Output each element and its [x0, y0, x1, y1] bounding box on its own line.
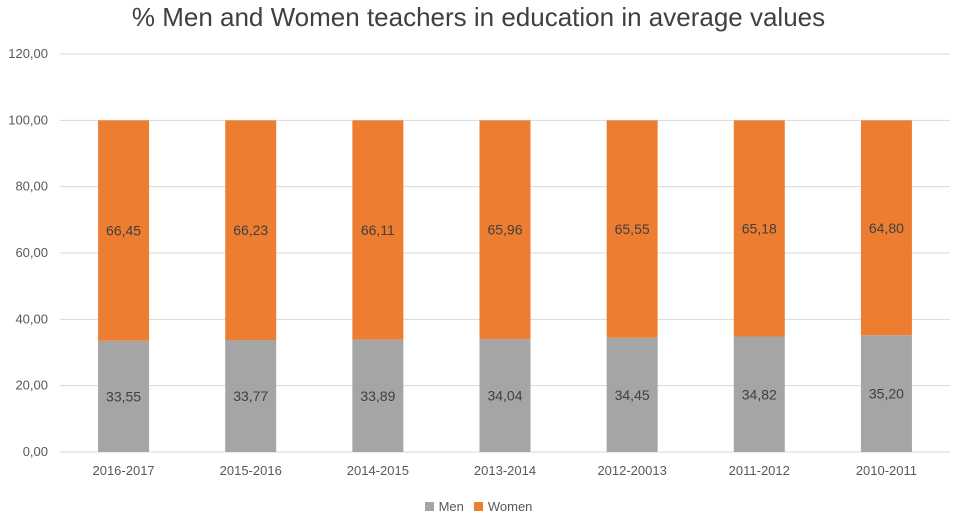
y-tick-label: 0,00	[23, 444, 48, 459]
bar-women	[352, 120, 404, 340]
legend: Men Women	[0, 497, 957, 515]
bar-women	[225, 120, 277, 340]
data-label-women: 66,11	[361, 222, 395, 238]
data-labels: 33,55 66,45 33,77 66,23 33,89 66,11 34,04 65,96…	[106, 220, 904, 405]
bar-men	[606, 337, 658, 452]
y-tick-label: 20,00	[15, 378, 48, 393]
x-tick-label: 2012-20013	[597, 463, 666, 478]
bar-women	[98, 120, 150, 341]
data-label-women: 65,96	[487, 222, 522, 238]
bar-men	[860, 335, 912, 452]
legend-label-men: Men	[438, 498, 464, 514]
x-tick-label: 2011-2012	[729, 463, 790, 478]
data-label-women: 66,45	[106, 223, 141, 239]
x-tick-label: 2016-2017	[92, 463, 154, 478]
y-tick-label: 60,00	[15, 245, 48, 260]
y-tick-label: 80,00	[15, 179, 48, 194]
x-tick-label: 2015-2016	[220, 463, 282, 478]
data-label-women: 65,18	[742, 220, 777, 236]
data-label-men: 34,45	[615, 387, 650, 403]
y-axis-ticks: 0,00 20,00 40,00 60,00 80,00 100,00 120,00	[8, 46, 48, 459]
legend-item-women[interactable]: Women	[473, 498, 533, 514]
legend-swatch-women	[473, 501, 483, 511]
x-tick-label: 2013-2014	[474, 463, 536, 478]
bar-women	[479, 120, 531, 340]
y-tick-label: 40,00	[15, 311, 48, 326]
legend-label-women: Women	[487, 498, 533, 514]
bars	[98, 120, 912, 452]
data-label-men: 33,55	[106, 388, 141, 404]
x-axis-ticks: 2016-2017 2015-2016 2014-2015 2013-2014 2012…	[92, 463, 917, 478]
bar-women	[606, 120, 658, 338]
bar-men	[479, 339, 531, 452]
legend-swatch-men	[424, 501, 434, 511]
bar-men	[352, 339, 404, 452]
data-label-men: 35,20	[869, 386, 904, 402]
bar-men	[733, 336, 785, 452]
x-tick-label: 2010-2011	[856, 463, 917, 478]
data-label-men: 33,77	[233, 388, 268, 404]
data-label-women: 65,55	[615, 221, 650, 237]
data-label-men: 33,89	[360, 388, 395, 404]
bar-men	[225, 339, 277, 452]
y-tick-label: 100,00	[8, 112, 48, 127]
bar-men	[98, 340, 150, 452]
data-label-men: 34,82	[742, 386, 777, 402]
data-label-women: 66,23	[233, 222, 268, 238]
x-tick-label: 2014-2015	[347, 463, 409, 478]
bar-women	[733, 120, 785, 337]
data-label-men: 34,04	[487, 388, 522, 404]
data-label-women: 64,80	[869, 220, 904, 236]
chart-title: % Men and Women teachers in education in…	[131, 2, 826, 32]
y-tick-label: 120,00	[8, 46, 48, 61]
legend-item-men[interactable]: Men	[424, 498, 464, 514]
bar-women	[860, 120, 912, 336]
